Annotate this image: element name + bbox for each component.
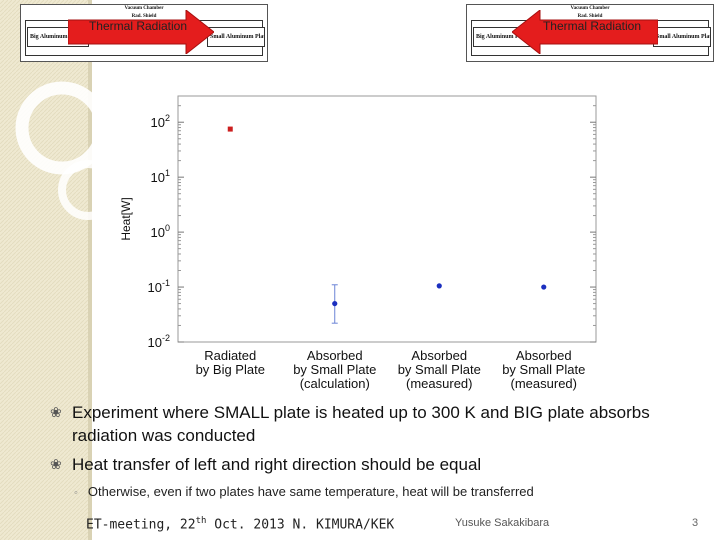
decor-ring-large — [15, 81, 109, 175]
y-tick-exponent: -2 — [162, 333, 170, 343]
data-point — [541, 284, 547, 290]
small-plate: Small Aluminum Plate — [207, 27, 265, 47]
y-tick-base: 10 — [148, 335, 162, 350]
y-tick-label: 10-1 — [148, 278, 170, 295]
decor-ring-small — [58, 160, 118, 220]
x-category-label: Radiated by Big Plate — [196, 348, 265, 377]
diagram-subtitle: Rad. Shield — [131, 14, 157, 19]
left-band-edge — [88, 0, 92, 540]
x-category-label-line: (calculation) — [300, 376, 370, 391]
y-tick-label: 100 — [151, 223, 170, 240]
y-tick-exponent: 0 — [165, 223, 170, 233]
sub-bullet-text: Otherwise, even if two plates have same … — [87, 484, 534, 499]
diagram-subtitle: Rad. Shield — [577, 14, 603, 19]
y-tick-base: 10 — [151, 115, 165, 130]
data-point — [436, 283, 442, 289]
x-category-label-line: by Big Plate — [196, 362, 265, 377]
bullet-text: Heat transfer of left and right directio… — [72, 455, 482, 474]
bullet-icon: ❀ — [50, 456, 62, 472]
diagram-title: Vacuum Chamber — [124, 6, 164, 11]
x-category-label-line: Absorbed — [307, 348, 363, 363]
thermal-radiation-label: Thermal Radiation — [542, 19, 642, 33]
y-tick-label: 10-2 — [148, 333, 170, 350]
bullet-item: ❀ Experiment where SMALL plate is heated… — [50, 401, 702, 447]
footer-author: Yusuke Sakakibara — [455, 517, 550, 529]
x-category-label: Absorbed by Small Plate (measured) — [502, 348, 585, 391]
y-tick-base: 10 — [151, 225, 165, 240]
x-category-label-line: Radiated — [204, 348, 256, 363]
footer-meeting-sup: th — [195, 516, 207, 526]
data-point — [227, 126, 233, 132]
data-point — [332, 300, 338, 307]
x-category-label-line: by Small Plate — [502, 362, 585, 377]
x-category-label-line: Absorbed — [516, 348, 572, 363]
diagram-left: Vacuum Chamber Rad. Shield Big Aluminum … — [20, 4, 268, 62]
x-category-label: Absorbed by Small Plate (calculation) — [293, 348, 376, 391]
thermal-radiation-label: Thermal Radiation — [88, 19, 188, 33]
y-tick-exponent: -1 — [162, 278, 170, 288]
thermal-radiation-arrow-left — [512, 10, 658, 54]
y-tick-label: 102 — [151, 113, 170, 130]
x-category-label-line: (measured) — [511, 376, 577, 391]
arrow-left-diagram-label-box: Thermal Radiation — [68, 10, 208, 54]
y-tick-base: 10 — [151, 170, 165, 185]
small-plate: Small Aluminum Plate — [653, 27, 711, 47]
plot-frame — [177, 95, 597, 343]
x-category-label-line: (measured) — [406, 376, 472, 391]
arrow-right-shape — [68, 10, 214, 54]
y-tick-exponent: 1 — [165, 168, 170, 178]
y-tick-base: 10 — [148, 280, 162, 295]
y-tick-label: 101 — [151, 168, 170, 185]
x-category-label-line: by Small Plate — [398, 362, 481, 377]
bullet-item: ❀ Heat transfer of left and right direct… — [50, 453, 702, 476]
footer-meeting-prefix: ET-meeting, 22 — [86, 517, 196, 533]
x-category-label-line: Absorbed — [411, 348, 467, 363]
footer-meeting-suffix: Oct. 2013 N. KIMURA/KEK — [206, 517, 395, 533]
arrow-right-diagram-label-box: Thermal Radiation — [522, 10, 662, 54]
sub-bullet-icon: ◦ — [74, 487, 78, 499]
page-number: 3 — [692, 517, 699, 529]
y-axis-label: Heat[W] — [119, 197, 133, 240]
bullet-icon: ❀ — [50, 404, 62, 420]
arrow-left-shape — [512, 10, 658, 54]
footer-meeting: ET-meeting, 22th Oct. 2013 N. KIMURA/KEK — [86, 516, 394, 532]
thermal-radiation-arrow-right — [68, 10, 214, 54]
x-category-label: Absorbed by Small Plate (measured) — [398, 348, 481, 391]
bullet-text: Experiment where SMALL plate is heated u… — [72, 403, 650, 445]
sub-bullet-item: ◦ Otherwise, even if two plates have same… — [74, 484, 534, 499]
diagram-title: Vacuum Chamber — [570, 6, 610, 11]
y-tick-exponent: 2 — [165, 113, 170, 123]
x-category-label-line: by Small Plate — [293, 362, 376, 377]
